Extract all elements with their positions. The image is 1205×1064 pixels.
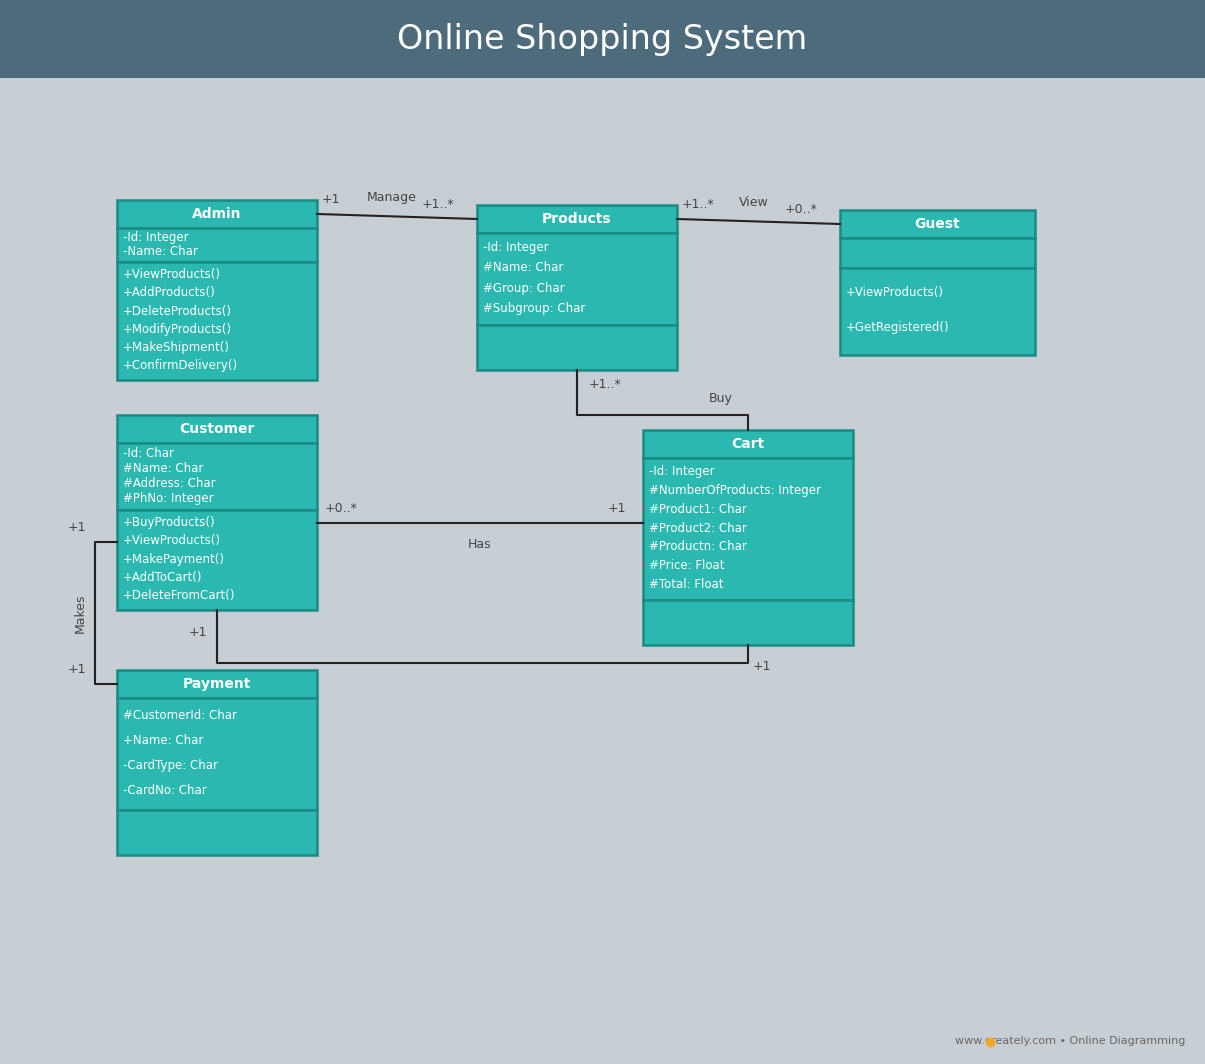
Bar xyxy=(117,443,317,510)
Bar xyxy=(117,228,317,262)
Text: -Id: Char: -Id: Char xyxy=(123,447,174,460)
Text: #Name: Char: #Name: Char xyxy=(123,462,204,475)
Text: +MakePayment(): +MakePayment() xyxy=(123,552,225,566)
Bar xyxy=(117,262,317,380)
Bar xyxy=(840,210,1035,238)
Text: www.creately.com • Online Diagramming: www.creately.com • Online Diagramming xyxy=(954,1036,1185,1046)
Text: +0..*: +0..* xyxy=(784,203,818,216)
Text: +1: +1 xyxy=(609,501,627,515)
Text: -Id: Integer: -Id: Integer xyxy=(483,240,548,254)
Text: -Id: Integer: -Id: Integer xyxy=(123,231,189,244)
Bar xyxy=(117,698,317,810)
Bar xyxy=(477,233,677,325)
Bar xyxy=(477,325,677,370)
Text: Buy: Buy xyxy=(709,392,733,405)
Text: View: View xyxy=(739,196,769,209)
Text: Has: Has xyxy=(469,537,492,550)
Text: #Address: Char: #Address: Char xyxy=(123,477,216,489)
Text: #Product1: Char: #Product1: Char xyxy=(649,502,747,516)
Bar xyxy=(117,510,317,610)
Bar xyxy=(477,205,677,233)
Text: +DeleteFromCart(): +DeleteFromCart() xyxy=(123,589,235,602)
Bar xyxy=(117,670,317,698)
Text: -Name: Char: -Name: Char xyxy=(123,245,198,257)
Text: +MakeShipment(): +MakeShipment() xyxy=(123,340,230,354)
Text: +0..*: +0..* xyxy=(325,501,358,515)
Text: +Name: Char: +Name: Char xyxy=(123,734,204,747)
Text: Guest: Guest xyxy=(915,217,960,231)
Text: +AddProducts(): +AddProducts() xyxy=(123,286,216,299)
Text: +BuyProducts(): +BuyProducts() xyxy=(123,516,216,529)
Text: +1: +1 xyxy=(188,626,207,638)
Text: -Id: Integer: -Id: Integer xyxy=(649,465,715,478)
Text: #Price: Float: #Price: Float xyxy=(649,560,724,572)
Text: #NumberOfProducts: Integer: #NumberOfProducts: Integer xyxy=(649,484,821,497)
Text: Online Shopping System: Online Shopping System xyxy=(398,22,807,55)
Text: +1..*: +1..* xyxy=(682,198,715,211)
Bar xyxy=(643,430,853,458)
Text: +ModifyProducts(): +ModifyProducts() xyxy=(123,322,233,335)
Bar xyxy=(643,458,853,600)
Bar xyxy=(0,0,1205,78)
Text: +ViewProducts(): +ViewProducts() xyxy=(123,268,221,281)
Text: +ConfirmDelivery(): +ConfirmDelivery() xyxy=(123,359,239,372)
Text: Cart: Cart xyxy=(731,437,765,451)
Text: Customer: Customer xyxy=(180,422,254,436)
Text: +1..*: +1..* xyxy=(589,379,622,392)
Text: Admin: Admin xyxy=(193,207,242,221)
Text: +1: +1 xyxy=(67,663,87,676)
Bar xyxy=(643,600,853,645)
Text: +1: +1 xyxy=(753,661,771,674)
Bar xyxy=(117,810,317,855)
Text: -CardType: Char: -CardType: Char xyxy=(123,759,218,771)
Text: #Group: Char: #Group: Char xyxy=(483,282,565,295)
Text: +1..*: +1..* xyxy=(422,198,454,211)
Text: #CustomerId: Char: #CustomerId: Char xyxy=(123,709,237,721)
Text: #Subgroup: Char: #Subgroup: Char xyxy=(483,302,586,315)
Text: +GetRegistered(): +GetRegistered() xyxy=(846,320,950,334)
Bar xyxy=(840,238,1035,268)
Text: Payment: Payment xyxy=(183,677,251,691)
Text: #Name: Char: #Name: Char xyxy=(483,262,564,275)
Text: Makes: Makes xyxy=(74,593,87,633)
Text: #PhNo: Integer: #PhNo: Integer xyxy=(123,492,213,504)
Text: +ViewProducts(): +ViewProducts() xyxy=(123,534,221,547)
Text: Manage: Manage xyxy=(368,192,417,204)
Text: #Total: Float: #Total: Float xyxy=(649,579,723,592)
Text: #Productn: Char: #Productn: Char xyxy=(649,541,747,553)
Bar xyxy=(840,268,1035,355)
Text: +DeleteProducts(): +DeleteProducts() xyxy=(123,304,233,317)
Text: +AddToCart(): +AddToCart() xyxy=(123,570,202,584)
Text: +1: +1 xyxy=(322,193,341,206)
Text: #Product2: Char: #Product2: Char xyxy=(649,521,747,534)
Text: Products: Products xyxy=(542,212,612,226)
Text: -CardNo: Char: -CardNo: Char xyxy=(123,783,207,797)
Text: +ViewProducts(): +ViewProducts() xyxy=(846,286,944,299)
Bar xyxy=(117,200,317,228)
Bar xyxy=(117,415,317,443)
Text: +1: +1 xyxy=(67,520,87,534)
